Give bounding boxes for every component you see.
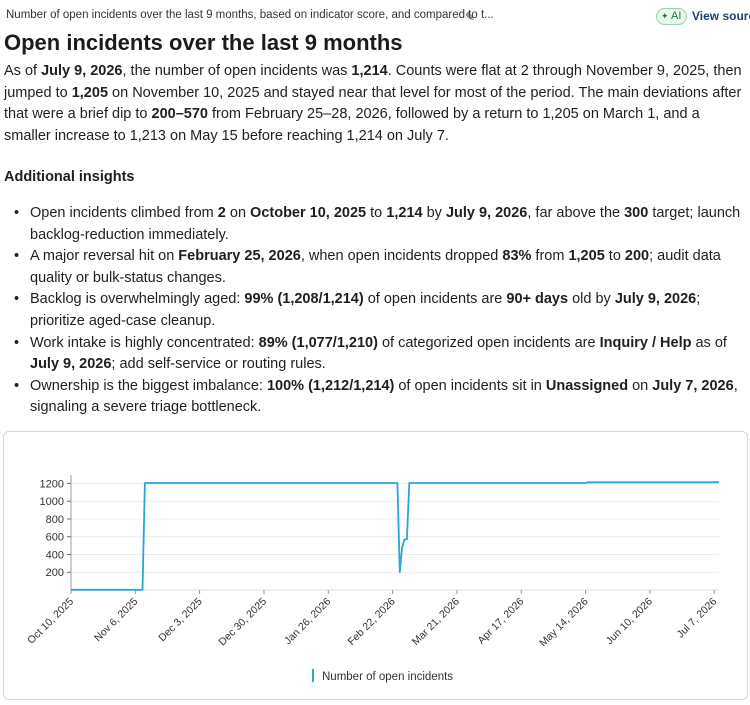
insight-segment: on [628, 377, 653, 394]
summary-segment: on November 10, 2025 and stayed near tha… [4, 84, 742, 123]
insight-segment: February 25, 2026 [178, 248, 301, 265]
insight-segment: on [225, 205, 251, 221]
insights-heading: Additional insights [4, 169, 135, 185]
y-tick-label: 400 [46, 549, 64, 561]
insight-segment: ; add self-service or routing rules. [111, 356, 326, 373]
insight-item: Work intake is highly concentrated: 89% … [12, 333, 746, 376]
insight-segment: Ownership is the biggest imbalance: [30, 377, 267, 394]
insight-segment: as of [691, 334, 727, 351]
insight-segment: 89% (1,077/1,210) [258, 334, 378, 351]
insight-segment: from [531, 248, 569, 265]
x-tick-label: May 14, 2026 [537, 596, 591, 650]
insight-segment: , far above the [527, 205, 625, 221]
x-tick-label: Dec 30, 2025 [216, 596, 269, 649]
insight-segment: July 9, 2026 [30, 356, 112, 373]
ai-badge: ✦ AI [656, 8, 688, 25]
summary-segment: . Counts were flat at 2 through November… [4, 63, 742, 101]
insight-segment: , when open incidents dropped [300, 248, 503, 265]
insight-item: Ownership is the biggest imbalance: 100%… [12, 376, 746, 419]
insight-segment: ; audit data quality or bulk-status chan… [30, 248, 721, 286]
x-tick-label: Nov 6, 2025 [92, 596, 141, 645]
y-tick-label: 800 [46, 514, 64, 526]
summary-segment: 1,205 [71, 84, 109, 101]
page-title: Open incidents over the last 9 months [4, 30, 403, 55]
x-tick-label: Feb 22, 2026 [345, 596, 397, 648]
insights-list: Open incidents climbed from 2 on October… [12, 203, 746, 419]
ai-badge-label: AI [671, 10, 682, 22]
chart-legend[interactable]: Number of open incidents [312, 669, 453, 683]
insight-segment: by [422, 205, 446, 221]
view-source-link[interactable]: View source [692, 9, 750, 23]
y-tick-label: 1000 [40, 496, 64, 508]
insight-segment: 1,214 [386, 205, 423, 221]
insight-segment: 300 [624, 205, 649, 221]
insight-segment: target; launch backlog-reduction immedia… [30, 205, 741, 243]
x-tick-label: Oct 10, 2025 [25, 596, 76, 647]
insight-item: A major reversal hit on February 25, 202… [12, 246, 746, 289]
insight-segment: Backlog is overwhelmingly aged: [30, 291, 245, 308]
insight-segment: Inquiry / Help [599, 334, 692, 351]
summary-segment: , the number of open incidents was [122, 63, 352, 79]
top-bar: Number of open incidents over the last 9… [4, 8, 750, 26]
summary-paragraph: As of July 9, 2026, the number of open i… [4, 61, 746, 147]
sparkle-icon: ✦ [661, 11, 669, 21]
y-tick-label: 600 [46, 532, 64, 544]
insight-segment: , signaling a severe triage bottleneck. [30, 377, 738, 416]
series-line-open-incidents [71, 481, 719, 591]
summary-segment: July 9, 2026 [41, 63, 123, 79]
insight-segment: to [604, 248, 625, 265]
insight-segment: Unassigned [545, 377, 629, 394]
insight-segment: Work intake is highly concentrated: [30, 334, 259, 351]
y-tick-label: 1200 [40, 478, 64, 490]
insight-segment: of categorized open incidents are [377, 334, 600, 351]
y-tick-label: 200 [46, 567, 64, 579]
insight-segment: 1,205 [568, 248, 605, 265]
insight-segment: of open incidents are [363, 291, 507, 308]
insight-segment: July 9, 2026 [445, 205, 528, 221]
pencil-icon[interactable]: ✎ [465, 10, 476, 24]
insight-segment: to [366, 205, 387, 221]
insight-segment: 100% (1,212/1,214) [266, 377, 395, 394]
chart-card: 200 400 600 800 1000 1200 Oct 10, 2025 Nov 6, 2… [3, 431, 748, 700]
insight-segment: July 9, 2026 [614, 291, 697, 308]
insight-segment: July 7, 2026 [652, 377, 734, 394]
legend-label: Number of open incidents [322, 671, 454, 683]
summary-segment: 1,214 [351, 63, 388, 79]
insight-segment: ; prioritize aged-case cleanup. [30, 291, 701, 329]
insight-segment: 83% [502, 248, 532, 265]
insight-segment: A major reversal hit on [30, 248, 179, 265]
insight-segment: Open incidents climbed from [30, 205, 218, 221]
x-tick-label: Apr 17, 2026 [475, 596, 526, 647]
insight-segment: 90+ days [506, 291, 569, 308]
insight-segment: of open incidents sit in [394, 377, 546, 394]
insight-item: Backlog is overwhelmingly aged: 99% (1,2… [12, 289, 746, 332]
line-chart: 200 400 600 800 1000 1200 Oct 10, 2025 Nov 6, 2… [25, 475, 720, 650]
insight-item: Open incidents climbed from 2 on October… [12, 203, 746, 246]
x-tick-label: Mar 21, 2026 [410, 596, 462, 648]
summary-segment: 200–570 [151, 106, 208, 123]
summary-segment: As of [4, 63, 42, 79]
insight-segment: 200 [624, 248, 650, 265]
x-tick-label: Dec 3, 2025 [156, 596, 205, 645]
insight-segment: 2 [217, 205, 226, 221]
x-tick-label: Jun 10, 2026 [604, 596, 656, 648]
insight-segment: October 10, 2025 [250, 205, 367, 221]
x-tick-label: Jan 26, 2026 [282, 596, 334, 648]
insight-segment: 99% (1,208/1,214) [244, 291, 364, 308]
insight-segment: old by [568, 291, 615, 308]
legend-swatch [312, 669, 314, 682]
x-tick-label: Jul 7, 2026 [675, 596, 720, 641]
summary-segment: from February 25–28, 2026, followed by a… [4, 106, 700, 144]
breadcrumb: Number of open incidents over the last 9… [6, 9, 494, 21]
